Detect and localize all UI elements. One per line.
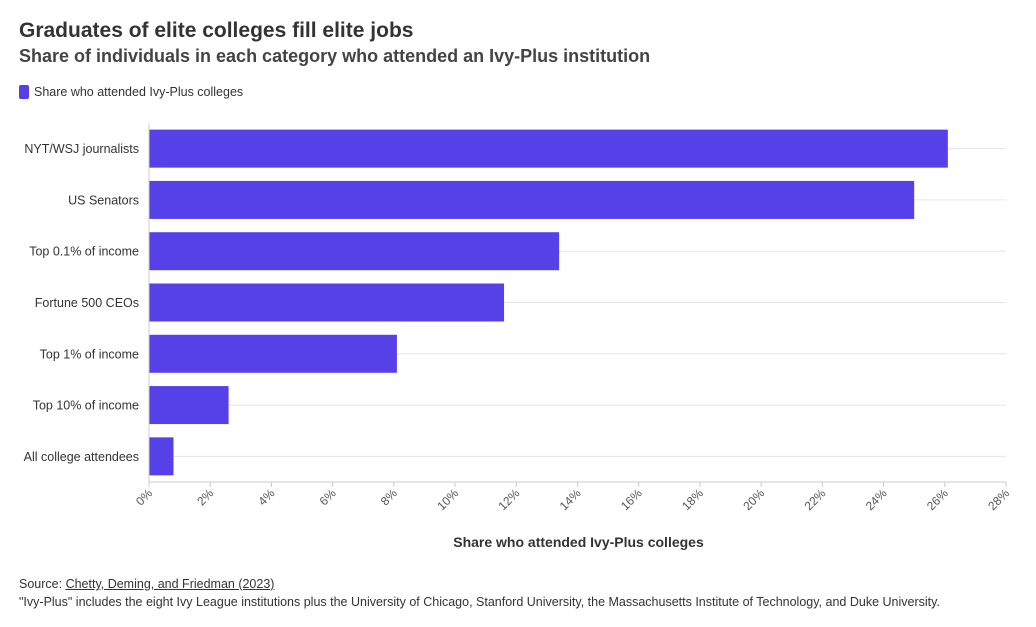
x-tick-label: 2%: [194, 486, 216, 508]
chart-title: Graduates of elite colleges fill elite j…: [19, 19, 414, 42]
x-tick-label: 22%: [802, 486, 829, 513]
x-tick-label: 20%: [740, 486, 767, 513]
bar: [149, 437, 174, 476]
x-tick-label: 26%: [924, 486, 951, 513]
bar: [149, 129, 948, 168]
x-tick-label: 8%: [378, 486, 400, 508]
category-label: Top 1% of income: [40, 347, 139, 361]
bar: [149, 232, 560, 271]
legend-label: Share who attended Ivy-Plus colleges: [34, 85, 244, 99]
x-tick-label: 14%: [557, 486, 584, 513]
x-tick-label: 16%: [618, 486, 645, 513]
category-label: Fortune 500 CEOs: [35, 296, 139, 310]
category-label: All college attendees: [24, 450, 139, 464]
legend: Share who attended Ivy-Plus colleges: [19, 85, 243, 99]
bar: [149, 283, 505, 322]
category-label: US Senators: [68, 193, 139, 207]
x-tick-label: 24%: [863, 486, 890, 513]
footer: Source: Chetty, Deming, and Friedman (20…: [19, 575, 940, 611]
x-tick-label: 10%: [434, 486, 461, 513]
x-tick-label: 12%: [496, 486, 523, 513]
x-axis-title: Share who attended Ivy-Plus colleges: [453, 534, 704, 550]
legend-swatch: [19, 85, 29, 99]
source-line: Source: Chetty, Deming, and Friedman (20…: [19, 575, 940, 593]
x-tick-label: 4%: [255, 486, 277, 508]
source-link[interactable]: Chetty, Deming, and Friedman (2023): [65, 577, 275, 591]
source-prefix: Source:: [19, 577, 66, 591]
category-label: Top 0.1% of income: [29, 245, 139, 259]
bar: [149, 180, 915, 219]
x-tick-label: 6%: [317, 486, 339, 508]
x-tick-label: 18%: [679, 486, 706, 513]
x-tick-label: 28%: [985, 486, 1012, 513]
bar: [149, 334, 397, 373]
bar: [149, 386, 229, 425]
chart-subtitle: Share of individuals in each category wh…: [19, 46, 651, 66]
category-label: Top 10% of income: [33, 399, 139, 413]
x-tick-label: 0%: [133, 486, 155, 508]
footnote: "Ivy-Plus" includes the eight Ivy League…: [19, 595, 940, 609]
bar-chart: NYT/WSJ journalists US Senators Top 0.1% o…: [24, 123, 1012, 550]
category-label: NYT/WSJ journalists: [24, 142, 139, 156]
